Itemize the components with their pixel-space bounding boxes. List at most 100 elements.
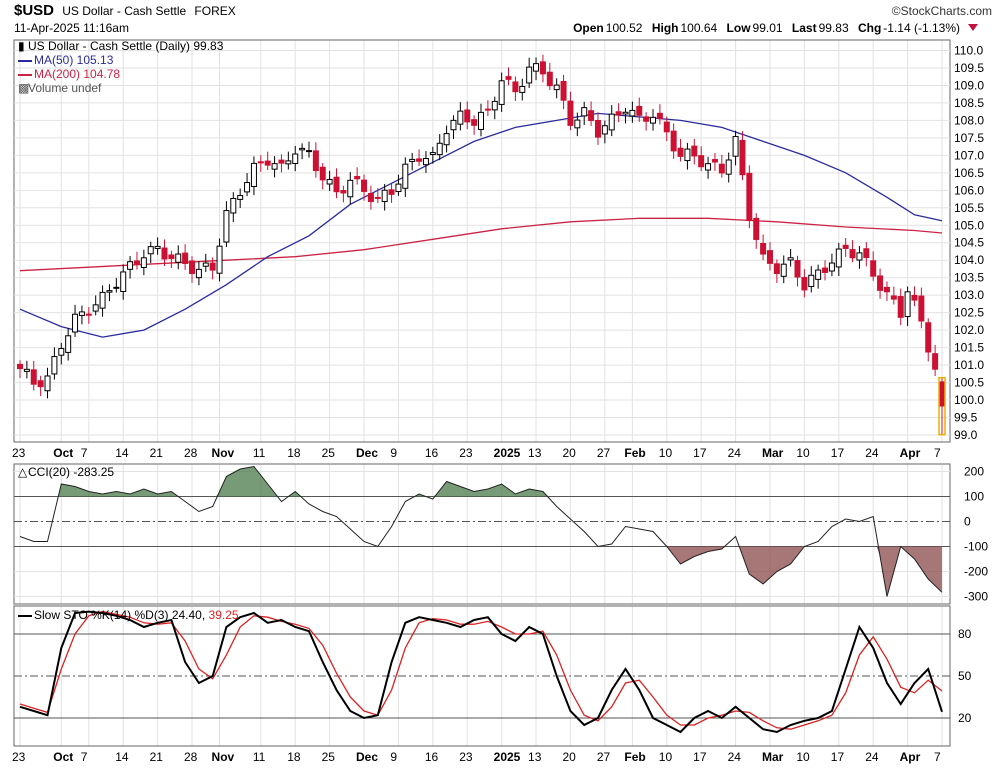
- ohlc-summary: Open 100.52 High 100.64 Low 99.01 Last 99.83…: [567, 21, 960, 35]
- symbol: $USD: [14, 2, 55, 19]
- x-tick-0-11: 9: [390, 446, 397, 460]
- candle-body: [30, 369, 37, 385]
- x-tick-1-1: Oct: [53, 750, 73, 764]
- candle-body: [794, 260, 801, 278]
- volume-legend: ▩Volume undef: [18, 81, 102, 95]
- x-tick-1-25: 24: [865, 750, 879, 764]
- candle-body: [643, 116, 650, 122]
- x-tick-0-17: 27: [597, 446, 611, 460]
- candle-body: [78, 311, 85, 316]
- x-tick-0-24: 17: [831, 446, 845, 460]
- cci-line: [19, 465, 943, 597]
- candle-body: [615, 111, 622, 116]
- candle-body: [567, 100, 574, 126]
- last-label: Last: [791, 21, 817, 35]
- x-tick-0-26: Apr: [900, 446, 921, 460]
- x-tick-0-5: 28: [184, 446, 198, 460]
- price-panel-frame: [13, 39, 951, 443]
- price-y-tick-2: 100.0: [954, 393, 984, 407]
- candle-body: [395, 183, 402, 193]
- candle-body: [250, 162, 257, 188]
- cci-icon: △: [18, 465, 28, 479]
- candle-body: [326, 178, 333, 185]
- candle-body: [801, 277, 808, 291]
- candle-body: [216, 245, 223, 274]
- last-bar-highlight: [938, 376, 946, 436]
- x-tick-0-10: Dec: [356, 446, 378, 460]
- cci-y-tick-5: -300: [964, 590, 988, 604]
- x-tick-0-2: 7: [81, 446, 88, 460]
- candle-body: [539, 61, 546, 75]
- x-tick-0-4: 21: [150, 446, 164, 460]
- candle-body: [58, 348, 65, 356]
- cci-overbought-fill: [20, 466, 942, 497]
- candle-body: [519, 85, 526, 93]
- price-y-tick-3: 100.5: [954, 376, 984, 390]
- x-tick-0-7: 11: [253, 446, 266, 460]
- candle-body: [663, 121, 670, 133]
- x-tick-1-11: 9: [390, 750, 397, 764]
- sto-k-line: [19, 610, 943, 734]
- x-tick-1-26: Apr: [900, 750, 921, 764]
- candle-body: [457, 110, 464, 125]
- candle-body: [698, 155, 705, 168]
- candle-body: [161, 247, 168, 260]
- candle-body: [182, 252, 189, 264]
- ma200-legend: MA(200) 104.78: [18, 67, 223, 81]
- x-tick-1-5: 28: [184, 750, 198, 764]
- candle-body: [849, 249, 856, 259]
- x-tick-0-21: 24: [728, 446, 742, 460]
- candle-body: [925, 322, 932, 353]
- candle-body: [939, 381, 945, 407]
- candle-body: [299, 147, 306, 151]
- candle-body: [422, 158, 429, 166]
- candle-body: [361, 179, 368, 192]
- candle-body: [257, 161, 264, 164]
- candle-body: [202, 262, 209, 267]
- price-y-tick-4: 101.0: [954, 358, 984, 372]
- x-tick-1-7: 11: [253, 750, 266, 764]
- brand-logo: ©StockCharts.com: [891, 4, 992, 18]
- candle-body: [17, 363, 23, 370]
- high-value: 100.64: [680, 21, 718, 35]
- candle-body: [883, 286, 890, 293]
- x-tick-1-18: Feb: [624, 750, 645, 764]
- price-y-tick-11: 104.5: [954, 236, 984, 250]
- volume-icon: ▩: [18, 81, 30, 95]
- candle-body: [656, 112, 663, 120]
- candle-body: [808, 274, 815, 287]
- candle-body: [711, 159, 718, 163]
- candle-body: [691, 145, 698, 157]
- candle-body: [608, 113, 615, 131]
- x-tick-0-25: 24: [865, 446, 879, 460]
- x-tick-1-3: 14: [115, 750, 129, 764]
- price-y-tick-8: 103.0: [954, 288, 984, 302]
- x-tick-0-6: Nov: [212, 446, 235, 460]
- x-tick-1-15: 13: [528, 750, 542, 764]
- candle-body: [588, 110, 595, 121]
- candle-body: [718, 163, 725, 174]
- candle-body: [133, 260, 140, 265]
- candle-body: [223, 210, 230, 243]
- price-y-tick-14: 106.0: [954, 183, 984, 197]
- candle-body: [409, 158, 416, 162]
- candle-body: [237, 195, 244, 200]
- candle-body: [622, 111, 629, 115]
- candle-body: [388, 189, 395, 195]
- price-y-tick-6: 102.0: [954, 323, 984, 337]
- candle-body: [140, 257, 147, 268]
- candle-body: [319, 166, 326, 181]
- candle-body: [464, 109, 471, 123]
- sto-y-tick-0: 80: [958, 627, 972, 641]
- price-legend-main: ▮ US Dollar - Cash Settle (Daily) 99.83: [18, 39, 224, 53]
- candle-body: [374, 196, 381, 199]
- x-tick-1-10: Dec: [356, 750, 378, 764]
- candle-body: [120, 271, 127, 293]
- candle-body: [526, 66, 533, 84]
- candle-body: [367, 192, 374, 203]
- candle-body: [278, 159, 285, 164]
- candle-body: [484, 108, 491, 111]
- candle-body: [705, 163, 712, 171]
- candle-body: [835, 248, 842, 268]
